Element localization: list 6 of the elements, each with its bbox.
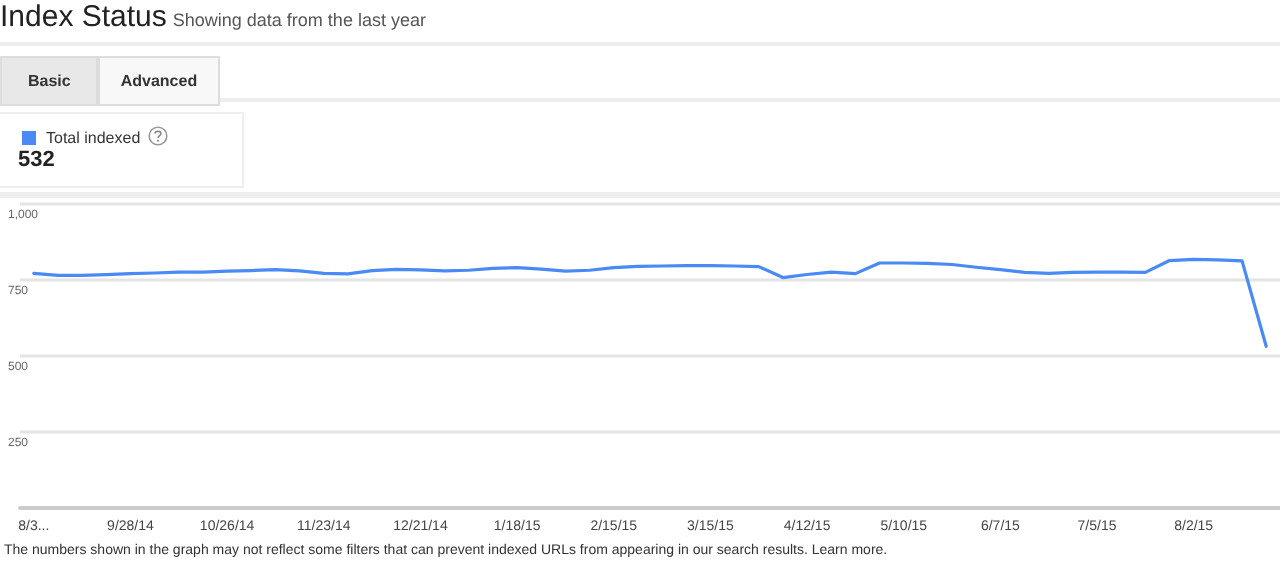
text: Advanced — [98, 56, 220, 106]
text: Basic — [0, 56, 99, 106]
chart-title: Index Status — [0, 0, 167, 34]
legend-label: Total indexed — [46, 129, 141, 147]
chart-subtitle: Showing data from the last year — [172, 10, 426, 30]
text: 532 — [18, 148, 55, 172]
